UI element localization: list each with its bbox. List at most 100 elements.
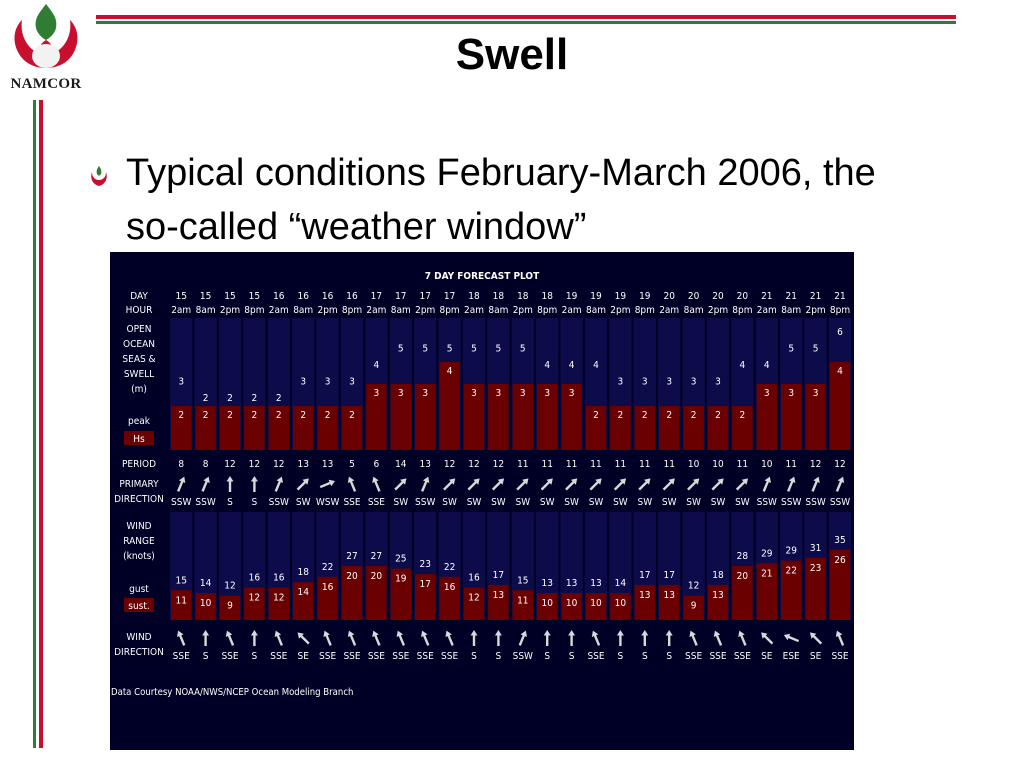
primary-direction-arrow — [613, 478, 627, 491]
sust-bar — [341, 566, 363, 620]
sust-value: 17 — [419, 579, 430, 590]
day-label: 16 — [322, 291, 334, 302]
sust-value: 20 — [737, 571, 749, 582]
hs-bar — [634, 406, 655, 450]
sust-value: 14 — [297, 587, 309, 598]
sust-bar — [610, 593, 631, 620]
sust-bar — [268, 587, 289, 620]
sust-value: 16 — [444, 582, 456, 593]
sust-value: 26 — [834, 555, 846, 566]
gust-value: 18 — [297, 567, 309, 578]
wind-direction-label: SSE — [221, 651, 238, 662]
primary-direction-label: SW — [589, 497, 604, 508]
wind-direction-label: S — [642, 651, 648, 662]
period-value: 12 — [468, 459, 479, 470]
peak-value: 5 — [471, 344, 477, 355]
primary-direction-label: SSW — [171, 497, 191, 508]
wind-direction-arrow — [689, 630, 698, 646]
peak-value: 3 — [715, 377, 721, 388]
peak-value: 5 — [398, 344, 404, 355]
hs-bar — [488, 384, 509, 450]
sust-bar — [366, 566, 387, 620]
hs-bar — [219, 406, 241, 450]
gust-value: 17 — [639, 570, 650, 581]
period-value: 12 — [810, 459, 821, 470]
sust-bar — [659, 584, 680, 620]
period-value: 12 — [224, 459, 235, 470]
sust-bar — [634, 584, 655, 620]
wind-direction-arrow — [568, 630, 576, 646]
period-value: 12 — [273, 459, 284, 470]
day-label: 20 — [737, 291, 749, 302]
hour-label: 2pm — [513, 305, 533, 316]
hs-value: 2 — [227, 410, 233, 421]
hour-label: 8am — [488, 305, 508, 316]
primary-direction-arrow — [491, 478, 505, 491]
primary-direction-label: SW — [711, 497, 726, 508]
peak-value: 4 — [740, 360, 746, 371]
hour-label: 8am — [196, 305, 216, 316]
wind-direction-label: S — [544, 651, 550, 662]
sust-value: 10 — [615, 598, 627, 609]
hs-label-box — [124, 431, 154, 445]
peak-value: 4 — [593, 360, 599, 371]
sust-bar — [219, 595, 241, 620]
data-courtesy: Data Courtesy NOAA/NWS/NCEP Ocean Modeli… — [111, 687, 353, 698]
hour-label: 2am — [562, 305, 582, 316]
label-day: DAY — [130, 291, 148, 302]
hs-bar — [244, 406, 265, 450]
day-label: 21 — [761, 291, 772, 302]
period-value: 11 — [785, 459, 796, 470]
peak-value: 5 — [496, 344, 502, 355]
sust-value: 13 — [493, 590, 504, 601]
label-seas: SWELL — [124, 369, 154, 380]
wind-direction-label: SSE — [587, 651, 604, 662]
sust-bar — [463, 587, 485, 620]
hs-bar — [707, 406, 729, 450]
primary-direction-arrow — [443, 478, 456, 491]
sust-value: 13 — [712, 590, 723, 601]
sust-value: 10 — [590, 598, 602, 609]
peak-value: 3 — [618, 377, 624, 388]
peak-value: 5 — [520, 344, 526, 355]
primary-direction-arrow — [835, 476, 845, 492]
primary-direction-arrow — [394, 478, 407, 491]
wind-column-bg — [218, 512, 242, 620]
sust-bar — [415, 574, 436, 620]
logo-text: NAMCOR — [10, 76, 82, 92]
hour-label: 2am — [464, 305, 484, 316]
wind-direction-label: SSE — [368, 651, 385, 662]
label-wind-dir: WIND — [126, 632, 151, 643]
sust-bar — [439, 576, 460, 620]
primary-direction-label: SW — [662, 497, 677, 508]
sust-value: 10 — [541, 598, 553, 609]
primary-direction-arrow — [735, 478, 749, 491]
hour-label: 2am — [269, 305, 289, 316]
period-value: 11 — [517, 459, 528, 470]
gust-value: 22 — [322, 562, 333, 573]
hs-value: 2 — [666, 410, 672, 421]
wind-direction-arrow — [761, 632, 774, 645]
sust-bar — [756, 563, 777, 620]
wind-direction-arrow — [809, 632, 823, 645]
hs-value: 3 — [813, 388, 819, 399]
wind-direction-label: SE — [810, 651, 822, 662]
hour-label: 8pm — [732, 305, 752, 316]
gust-value: 16 — [273, 573, 285, 584]
primary-direction-arrow — [787, 476, 796, 492]
wind-column-bg — [682, 512, 705, 620]
wind-direction-arrow — [543, 630, 551, 646]
sust-bar — [683, 595, 704, 620]
primary-direction-label: SSW — [757, 497, 777, 508]
primary-direction-label: SSW — [269, 497, 289, 508]
period-value: 12 — [444, 459, 455, 470]
gust-value: 12 — [224, 581, 235, 592]
hs-value: 2 — [618, 410, 624, 421]
label-seas: SEAS & — [122, 354, 155, 365]
sust-value: 11 — [175, 595, 186, 606]
primary-direction-arrow — [250, 476, 258, 492]
wind-direction-arrow — [783, 633, 800, 643]
hour-label: 2pm — [708, 305, 728, 316]
peak-value: 2 — [227, 393, 233, 404]
wind-direction-arrow — [641, 630, 649, 646]
